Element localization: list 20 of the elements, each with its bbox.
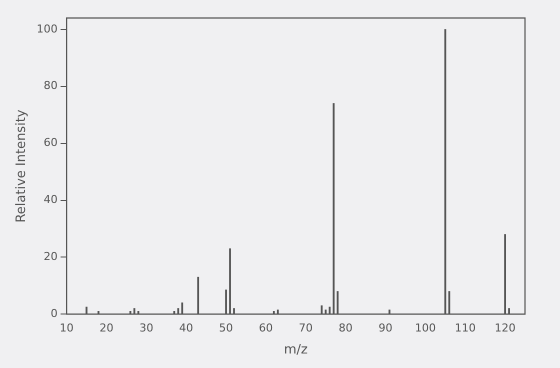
x-tick-label: 120 — [494, 322, 516, 335]
x-tick-label: 50 — [219, 322, 234, 335]
y-tick-label: 20 — [44, 250, 58, 264]
y-axis-title: Relative Intensity — [14, 109, 30, 223]
y-tick-label: 60 — [44, 136, 58, 150]
x-tick-label: 30 — [139, 322, 154, 335]
x-tick-label: 80 — [338, 322, 353, 335]
y-tick-label: 0 — [50, 307, 58, 320]
x-tick-label: 110 — [454, 322, 476, 335]
x-tick-label: 20 — [99, 322, 114, 335]
x-tick-label: 70 — [298, 322, 313, 335]
x-tick-label: 10 — [60, 322, 74, 335]
x-axis-title: m/z — [284, 342, 308, 358]
y-tick-label: 100 — [36, 22, 58, 36]
y-tick-label: 80 — [44, 79, 58, 92]
x-tick-label: 90 — [378, 322, 392, 335]
x-tick-label: 60 — [258, 322, 273, 335]
y-tick-label: 40 — [44, 193, 58, 206]
x-tick-label: 40 — [179, 322, 194, 335]
x-tick-label: 100 — [414, 322, 436, 335]
